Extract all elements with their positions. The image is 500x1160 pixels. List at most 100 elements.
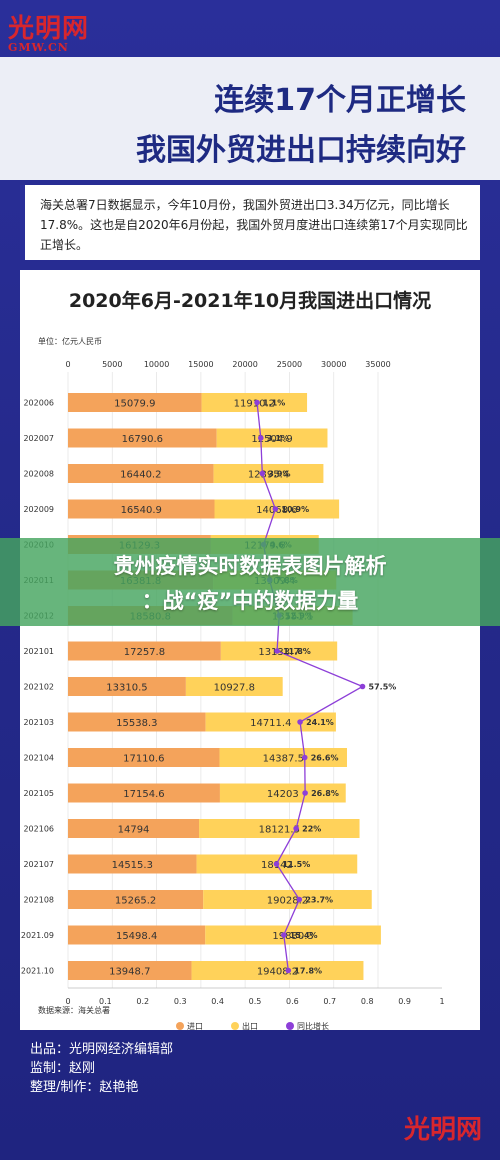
chart-title: 2020年6月-2021年10月我国进出口情况	[68, 290, 432, 312]
growth-point	[280, 932, 287, 938]
banner-line-1: 贵州疫情实时数据表图片解析	[113, 554, 387, 578]
category-label: 202102	[23, 683, 54, 692]
import-bar	[68, 464, 214, 483]
import-bar	[68, 499, 215, 519]
export-value-label: 19408.2	[257, 967, 298, 978]
growth-label: 57.5%	[369, 683, 397, 692]
legend-label: 同比增长	[297, 1021, 329, 1030]
import-value-label: 15498.4	[116, 931, 157, 942]
import-bar	[68, 712, 206, 732]
import-bar	[68, 890, 204, 909]
export-value-label: 18121.5	[259, 825, 300, 836]
credit-producer: 出品：光明网经济编辑部	[30, 1042, 174, 1057]
unit-label: 单位：亿元人民币	[38, 337, 102, 346]
growth-tick-label: 0.5	[249, 997, 262, 1006]
import-bar	[68, 854, 197, 874]
subheadline: 我国外贸进出口持续向好	[136, 133, 466, 168]
growth-tick-label: 0.6	[286, 997, 299, 1006]
growth-tick-label: 0	[65, 997, 70, 1006]
export-bar	[219, 748, 347, 767]
export-value-label: 10927.8	[214, 683, 255, 694]
category-label: 202106	[23, 825, 54, 834]
x-tick-label: 25000	[277, 360, 302, 369]
x-tick-label: 0	[65, 360, 70, 369]
import-value-label: 15265.2	[115, 896, 156, 907]
growth-label: 26.6%	[311, 754, 339, 763]
export-bar	[216, 428, 328, 448]
logo-text: 光明网	[8, 14, 90, 44]
credits: 出品：光明网经济编辑部 监制：赵刚 整理/制作：赵艳艳	[30, 1040, 173, 1097]
import-value-label: 17110.6	[123, 754, 164, 765]
x-tick-label: 15000	[188, 360, 213, 369]
export-bar	[205, 712, 336, 732]
category-label: 202007	[23, 434, 54, 443]
legend-swatch	[176, 1022, 184, 1030]
category-label: 202107	[23, 860, 54, 869]
growth-label: 11.5%	[283, 860, 311, 869]
category-label: 202103	[23, 718, 54, 727]
export-bar	[203, 890, 372, 909]
logo-subtext: GMW.CN	[8, 41, 69, 54]
logo-text-bottom: 光明网	[403, 1115, 482, 1145]
lead-accent-bar	[20, 185, 25, 260]
growth-tick-label: 0.8	[361, 997, 374, 1006]
import-bar	[68, 748, 220, 767]
import-value-label: 14515.3	[112, 860, 153, 871]
growth-label: 24.1%	[306, 718, 334, 727]
banner-line-2: ：战“疫”中的数据力量	[141, 589, 359, 613]
growth-label: 1.1%	[263, 399, 285, 408]
growth-point	[274, 648, 280, 654]
import-bar	[68, 428, 217, 448]
chart-card: 2020年6月-2021年10月我国进出口情况 单位：亿元人民币 0 5000 10…	[20, 270, 480, 1030]
x-tick-label: 10000	[144, 360, 169, 369]
growth-label: 23.7%	[305, 896, 333, 905]
category-label: 202008	[23, 470, 54, 479]
growth-point	[272, 506, 279, 512]
x-tick-label: 35000	[365, 360, 390, 369]
growth-label: 10.9%	[281, 505, 309, 514]
import-value-label: 14794	[118, 825, 150, 836]
growth-point	[301, 754, 308, 761]
chart-svg: 0 5000 10000 15000 20000 25000 30000 35000 0 0.1 0…	[21, 360, 445, 1030]
category-label: 202105	[23, 789, 54, 798]
import-bar	[68, 677, 186, 696]
export-bar	[185, 677, 283, 696]
category-label: 202108	[23, 896, 54, 905]
import-value-label: 13948.7	[109, 967, 150, 978]
growth-point	[302, 790, 308, 796]
headline: 连续17个月正增长	[214, 83, 466, 118]
import-bar	[68, 641, 221, 661]
growth-tick-label: 0.3	[174, 997, 187, 1006]
growth-label: 17.8%	[294, 967, 322, 976]
category-label: 2021.10	[21, 967, 54, 976]
import-value-label: 17257.8	[124, 647, 165, 658]
growth-point	[257, 435, 264, 441]
import-bar	[68, 819, 200, 838]
growth-point	[293, 825, 299, 832]
export-bar	[219, 783, 346, 803]
growth-tick-label: 1	[439, 997, 444, 1006]
growth-tick-label: 0.4	[211, 997, 224, 1006]
import-value-label: 15079.9	[114, 399, 155, 410]
growth-point	[296, 896, 303, 903]
legend-label: 进口	[187, 1022, 203, 1030]
export-value-label: 11910.2	[234, 399, 275, 410]
source-label: 数据来源：海关总署	[38, 1006, 110, 1015]
title-card: 连续17个月正增长 我国外贸进出口持续向好	[0, 57, 500, 180]
credit-supervisor: 监制：赵刚	[30, 1061, 96, 1076]
export-bar	[213, 464, 324, 483]
overlay-banner: 贵州疫情实时数据表图片解析 ：战“疫”中的数据力量	[0, 538, 500, 626]
category-label: 202009	[23, 505, 54, 514]
growth-point	[259, 470, 266, 477]
growth-tick-label: 0.2	[136, 997, 149, 1006]
legend-swatch	[231, 1022, 239, 1030]
growth-tick-label: 0.1	[99, 997, 112, 1006]
category-label: 202101	[23, 647, 54, 656]
growth-label: 22%	[302, 825, 321, 834]
gmw-logo-bottom: 光明网	[404, 1109, 482, 1146]
x-tick-label: 30000	[321, 360, 346, 369]
growth-tick-label: 0.9	[398, 997, 411, 1006]
credit-editor: 整理/制作：赵艳艳	[30, 1080, 139, 1095]
growth-label: 15.4%	[290, 931, 318, 940]
